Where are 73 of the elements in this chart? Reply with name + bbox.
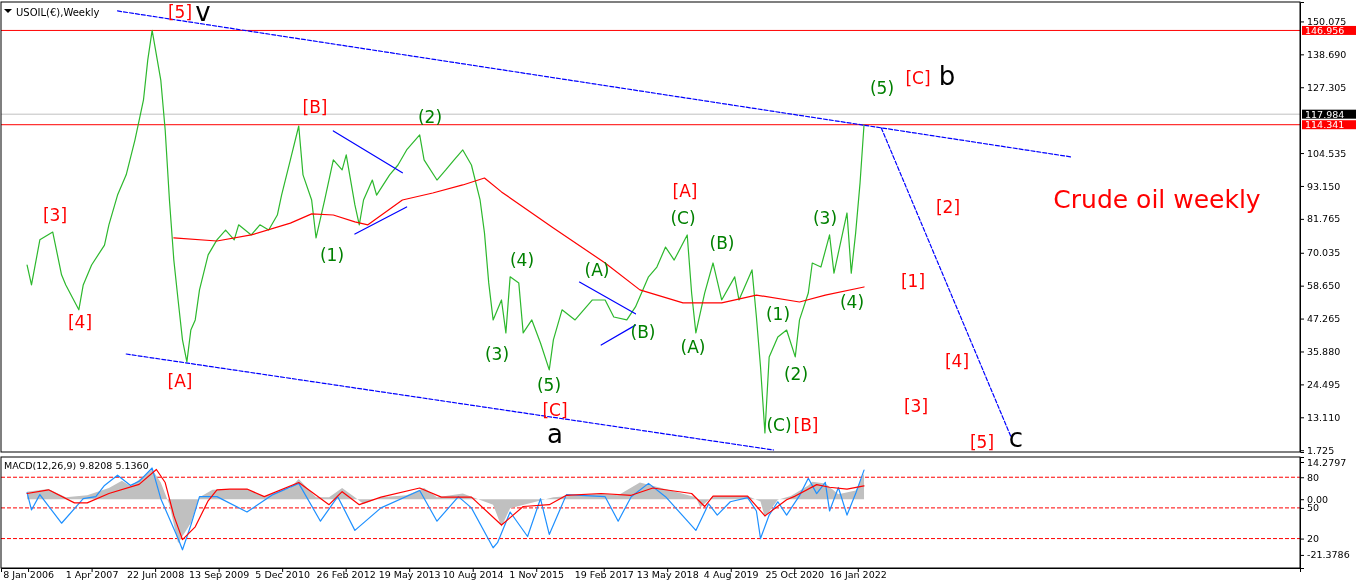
annotation: (3)	[812, 207, 838, 228]
y-tick-label: 58.650	[1307, 280, 1341, 292]
y-tick-label: 47.265	[1307, 313, 1341, 325]
annotation: b	[938, 61, 956, 92]
ref-line-label: 117.984	[1305, 108, 1345, 120]
annotation: (5)	[869, 77, 895, 98]
y-tick-label: -21.3786	[1307, 549, 1350, 561]
chart-title: MACD(12,26,9) 9.8208 5.1360	[4, 460, 149, 472]
y-tick-label: 35.880	[1307, 346, 1341, 358]
annotation: (4)	[839, 291, 865, 312]
annotation: (C)	[766, 414, 792, 435]
annotation: (C)	[670, 207, 696, 228]
annotation: [B]	[793, 414, 819, 435]
annotation: [C]	[905, 67, 931, 88]
y-tick-label: 1.725	[1307, 444, 1335, 456]
annotation: (1)	[765, 303, 791, 324]
annotation: (A)	[584, 259, 610, 280]
text: Crude oil weekly	[1053, 184, 1261, 214]
x-tick-label: 25 Oct 2020	[765, 568, 825, 580]
chart-subtitle: USOIL(€),Weekly	[16, 6, 100, 18]
x-tick-label: 26 Feb 2012	[316, 568, 376, 580]
x-tick-label: 4 Aug 2019	[703, 568, 759, 580]
y-tick-label: 70.035	[1307, 247, 1341, 259]
y-tick-label: 138.690	[1307, 48, 1347, 60]
y2-tick-label: 20	[1307, 533, 1320, 545]
annotation: [5]	[969, 431, 995, 452]
y-tick-label: 150.075	[1307, 15, 1347, 27]
annotation: [4]	[67, 311, 93, 332]
ref-line-label: 114.341	[1305, 119, 1345, 131]
annotation: [A]	[672, 180, 698, 201]
annotation: (A)	[680, 336, 706, 357]
x-tick-label: 10 Aug 2014	[442, 568, 504, 580]
y2-tick-label: 80	[1307, 471, 1320, 483]
y-tick-label: 93.150	[1307, 180, 1341, 192]
annotation: (2)	[417, 106, 443, 127]
annotation: [C]	[542, 399, 568, 420]
x-tick-label: 1 Apr 2007	[65, 568, 119, 580]
y-tick-label: 104.535	[1307, 147, 1347, 159]
annotation: [B]	[302, 96, 328, 117]
annotation: v	[195, 0, 211, 28]
annotation: [3]	[42, 204, 68, 225]
y-tick-label: 81.765	[1307, 213, 1341, 225]
y2-tick-label: 50	[1307, 502, 1320, 514]
y-tick-label: 14.2797	[1307, 456, 1347, 468]
annotation: (2)	[783, 363, 809, 384]
x-tick-label: 1 Nov 2015	[509, 568, 565, 580]
annotation: (B)	[630, 321, 656, 342]
x-tick-label: 5 Dec 2010	[255, 568, 310, 580]
annotation: [3]	[903, 395, 929, 416]
annotation: (4)	[509, 249, 535, 270]
y-tick-label: 13.110	[1307, 411, 1341, 423]
annotation: [1]	[900, 270, 926, 291]
x-tick-label: 16 Jan 2022	[829, 568, 887, 580]
y-tick-label: 127.305	[1307, 81, 1347, 93]
annotation: [2]	[935, 196, 961, 217]
annotation: a	[547, 419, 563, 450]
x-tick-label: 8 Jan 2006	[3, 568, 55, 580]
annotation: (3)	[484, 343, 510, 364]
annotation: [A]	[167, 370, 193, 391]
x-tick-label: 13 May 2018	[636, 568, 699, 580]
x-tick-label: 13 Sep 2009	[189, 568, 250, 580]
annotation: (1)	[319, 244, 345, 265]
y-tick-label: 24.495	[1307, 378, 1341, 390]
annotation: (5)	[536, 374, 562, 395]
annotation: (B)	[709, 232, 735, 253]
annotation: [4]	[944, 350, 970, 371]
annotation: c	[1008, 423, 1024, 454]
ref-line-label: 146.956	[1305, 24, 1345, 36]
x-tick-label: 19 Feb 2017	[574, 568, 634, 580]
x-tick-label: 22 Jun 2008	[127, 568, 185, 580]
annotation: [5]	[167, 1, 193, 22]
y-tick-label: 0.00	[1307, 493, 1329, 505]
x-tick-label: 19 May 2013	[378, 568, 441, 580]
